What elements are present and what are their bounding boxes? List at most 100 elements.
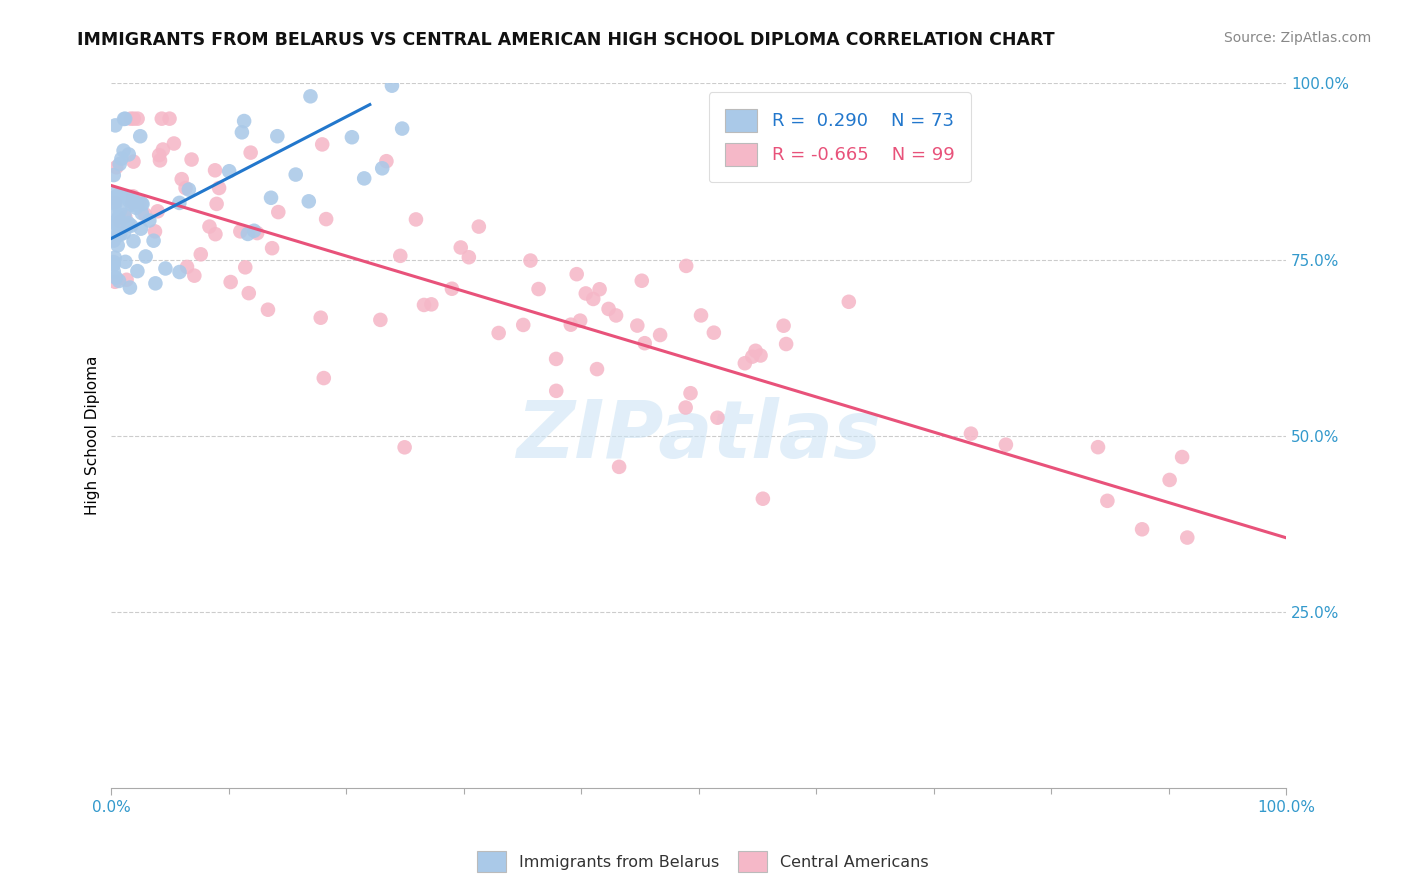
Point: [190, 247, 212, 261]
Point: [257, 302, 280, 317]
Point: [741, 350, 763, 364]
Point: [120, 219, 142, 233]
Point: [122, 194, 145, 208]
Point: [389, 249, 412, 263]
Legend: R =  0.290    N = 73, R = -0.665    N = 99: R = 0.290 N = 73, R = -0.665 N = 99: [709, 93, 970, 182]
Point: [706, 410, 728, 425]
Point: [198, 219, 221, 234]
Point: [391, 121, 413, 136]
Point: [575, 286, 598, 301]
Point: [309, 310, 332, 325]
Point: [152, 143, 174, 157]
Point: [177, 183, 200, 197]
Point: [375, 154, 398, 169]
Point: [527, 282, 550, 296]
Point: [565, 267, 588, 281]
Point: [675, 259, 697, 273]
Point: [204, 163, 226, 178]
Point: [381, 78, 404, 93]
Point: [112, 208, 135, 222]
Point: [772, 318, 794, 333]
Point: [103, 255, 125, 269]
Point: [370, 313, 392, 327]
Point: [169, 195, 191, 210]
Point: [1159, 473, 1181, 487]
Point: [112, 144, 135, 158]
Legend: Immigrants from Belarus, Central Americans: Immigrants from Belarus, Central America…: [470, 843, 936, 880]
Point: [103, 258, 125, 272]
Point: [127, 264, 149, 278]
Point: [607, 459, 630, 474]
Point: [246, 226, 269, 240]
Point: [111, 189, 134, 203]
Point: [312, 371, 335, 385]
Point: [159, 112, 181, 126]
Point: [146, 204, 169, 219]
Point: [233, 114, 256, 128]
Point: [108, 214, 131, 228]
Point: [108, 227, 131, 242]
Point: [311, 137, 333, 152]
Point: [129, 129, 152, 144]
Point: [679, 386, 702, 401]
Point: [131, 197, 153, 211]
Text: IMMIGRANTS FROM BELARUS VS CENTRAL AMERICAN HIGH SCHOOL DIPLOMA CORRELATION CHAR: IMMIGRANTS FROM BELARUS VS CENTRAL AMERI…: [77, 31, 1054, 49]
Point: [420, 297, 443, 311]
Point: [512, 318, 534, 332]
Point: [128, 195, 150, 210]
Point: [405, 212, 427, 227]
Point: [262, 241, 284, 255]
Point: [118, 280, 141, 294]
Point: [118, 194, 141, 208]
Point: [103, 168, 125, 182]
Point: [150, 112, 173, 126]
Point: [103, 265, 125, 279]
Point: [104, 251, 127, 265]
Point: [103, 191, 125, 205]
Point: [284, 168, 307, 182]
Point: [582, 292, 605, 306]
Point: [394, 440, 416, 454]
Point: [183, 268, 205, 283]
Point: [155, 261, 177, 276]
Point: [117, 216, 139, 230]
Point: [143, 224, 166, 238]
Point: [838, 294, 860, 309]
Point: [519, 253, 541, 268]
Point: [315, 212, 337, 227]
Point: [204, 227, 226, 242]
Point: [117, 219, 139, 233]
Point: [122, 189, 145, 203]
Point: [112, 226, 135, 240]
Point: [129, 221, 152, 235]
Point: [103, 216, 125, 230]
Point: [488, 326, 510, 340]
Point: [468, 219, 491, 234]
Point: [107, 211, 129, 225]
Point: [134, 207, 156, 221]
Point: [174, 181, 197, 195]
Point: [105, 161, 128, 175]
Point: [1175, 531, 1198, 545]
Text: Source: ZipAtlas.com: Source: ZipAtlas.com: [1223, 31, 1371, 45]
Point: [546, 384, 568, 398]
Point: [138, 213, 160, 227]
Point: [114, 255, 136, 269]
Point: [104, 275, 127, 289]
Point: [626, 318, 648, 333]
Point: [114, 112, 136, 126]
Point: [440, 282, 463, 296]
Point: [127, 112, 149, 126]
Point: [103, 186, 125, 201]
Point: [121, 195, 143, 210]
Point: [648, 328, 671, 343]
Point: [163, 136, 186, 151]
Point: [117, 191, 139, 205]
Point: [108, 203, 131, 218]
Point: [353, 171, 375, 186]
Point: [734, 356, 756, 370]
Point: [112, 112, 135, 126]
Point: [569, 313, 592, 327]
Point: [107, 227, 129, 242]
Point: [121, 198, 143, 212]
